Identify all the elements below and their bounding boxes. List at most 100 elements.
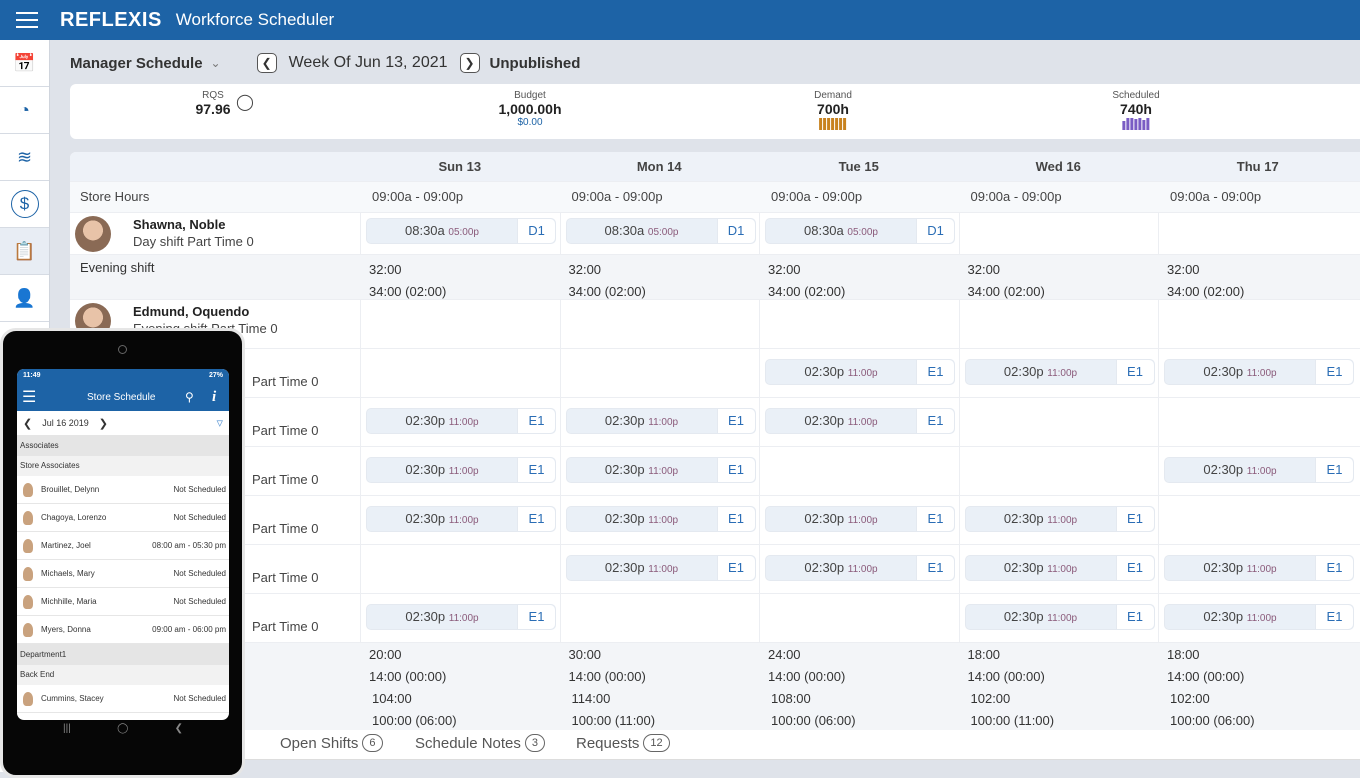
sidebar-item-calendar[interactable]: 📅 <box>0 40 49 87</box>
sidebar-item-line-chart[interactable]: ≋ <box>0 134 49 181</box>
schedule-cell[interactable] <box>958 300 1159 348</box>
phone-associate-row[interactable]: Martinez, Joel 08:00 am - 05:30 pm <box>17 532 229 560</box>
shift-block[interactable]: 08:30a 05:00p D1 <box>765 218 955 244</box>
employee-name[interactable]: Shawna, Noble <box>133 217 226 232</box>
day-header[interactable]: Tue 15 <box>838 159 879 174</box>
phone-associate-row[interactable]: Chagoya, Lorenzo Not Scheduled <box>17 504 229 532</box>
tab-requests[interactable]: Requests 12 <box>576 734 670 752</box>
schedule-cell[interactable]: 02:30p 11:00p E1 <box>1158 349 1358 397</box>
schedule-cell[interactable]: 02:30p 11:00p E1 <box>360 447 560 495</box>
shift-block[interactable]: 02:30p 11:00p E1 <box>765 506 955 532</box>
employee-info[interactable]: Part Time 0 <box>70 349 360 397</box>
shift-block[interactable]: 08:30a 05:00p D1 <box>565 218 756 244</box>
schedule-cell[interactable] <box>958 447 1159 495</box>
schedule-cell[interactable] <box>1158 213 1358 254</box>
home-icon[interactable]: ◯ <box>117 723 129 734</box>
shift-block[interactable]: 02:30p 11:00p E1 <box>1164 555 1354 581</box>
employee-info[interactable]: Part Time 0 <box>70 398 360 446</box>
schedule-cell[interactable]: 02:30p 11:00p E1 <box>958 349 1159 397</box>
phone-next-icon[interactable]: ❯ <box>98 417 108 430</box>
employee-info[interactable]: Part Time 0 <box>70 447 360 495</box>
schedule-cell[interactable]: 02:30p 11:00p E1 <box>559 496 760 544</box>
shift-block[interactable]: 02:30p 11:00p E1 <box>1164 604 1354 630</box>
sidebar-item-clipboard[interactable]: 📋 <box>0 228 49 275</box>
schedule-cell[interactable] <box>559 594 760 642</box>
shift-block[interactable]: 02:30p 11:00p E1 <box>565 506 756 532</box>
shift-block[interactable]: 02:30p 11:00p E1 <box>366 604 556 630</box>
prev-week-button[interactable]: ❮ <box>256 53 277 73</box>
sidebar-item-pie-chart[interactable]: ◔ <box>0 87 49 134</box>
schedule-cell[interactable]: 02:30p 11:00p E1 <box>360 594 560 642</box>
schedule-cell[interactable]: 08:30a 05:00p D1 <box>759 213 959 254</box>
day-header[interactable]: Thu 17 <box>1236 159 1279 174</box>
schedule-cell[interactable]: 02:30p 11:00p E1 <box>759 398 959 446</box>
menu-icon[interactable] <box>16 12 38 28</box>
schedule-cell[interactable]: 02:30p 11:00p E1 <box>360 398 560 446</box>
next-week-button[interactable]: ❯ <box>459 53 480 73</box>
schedule-cell[interactable] <box>1158 398 1358 446</box>
shift-block[interactable]: 02:30p 11:00p E1 <box>366 408 556 434</box>
employee-name[interactable]: Edmund, Oquendo <box>133 304 250 319</box>
phone-associate-row[interactable]: Brouillet, Delynn Not Scheduled <box>17 476 229 504</box>
shift-block[interactable]: 02:30p 11:00p E1 <box>1164 457 1354 483</box>
phone-prev-icon[interactable]: ❮ <box>23 417 33 430</box>
schedule-cell[interactable] <box>559 349 760 397</box>
shift-block[interactable]: 02:30p 11:00p E1 <box>1164 359 1354 385</box>
schedule-cell[interactable] <box>360 545 560 593</box>
phone-associate-row[interactable]: Cummins, Stacey Not Scheduled <box>17 685 229 713</box>
shift-block[interactable]: 02:30p 11:00p E1 <box>964 359 1155 385</box>
schedule-cell[interactable] <box>759 594 959 642</box>
tab-schedule-notes[interactable]: Schedule Notes 3 <box>415 734 546 752</box>
chevron-down-icon[interactable]: ⌄ <box>210 56 221 70</box>
shift-block[interactable]: 02:30p 11:00p E1 <box>964 555 1155 581</box>
phone-search-icon[interactable]: ⚲ <box>185 390 194 404</box>
phone-menu-icon[interactable]: ☰ <box>22 389 37 406</box>
phone-associate-row[interactable]: Michaels, Mary Not Scheduled <box>17 560 229 588</box>
schedule-cell[interactable]: 02:30p 11:00p E1 <box>759 349 959 397</box>
schedule-cell[interactable] <box>958 398 1159 446</box>
schedule-cell[interactable]: 02:30p 11:00p E1 <box>1158 447 1358 495</box>
recent-apps-icon[interactable]: ||| <box>63 723 71 734</box>
schedule-cell[interactable]: 02:30p 11:00p E1 <box>958 545 1159 593</box>
shift-block[interactable]: 08:30a 05:00p D1 <box>366 218 556 244</box>
day-header[interactable]: Mon 14 <box>636 159 682 174</box>
schedule-cell[interactable] <box>1158 300 1358 348</box>
employee-info[interactable]: Part Time 0 <box>70 545 360 593</box>
shift-block[interactable]: 02:30p 11:00p E1 <box>765 408 955 434</box>
schedule-cell[interactable]: 02:30p 11:00p E1 <box>1158 545 1358 593</box>
day-header[interactable]: Sun 13 <box>438 159 482 174</box>
day-header[interactable]: Wed 16 <box>1035 159 1081 174</box>
shift-block[interactable]: 02:30p 11:00p E1 <box>964 506 1155 532</box>
shift-block[interactable]: 02:30p 11:00p E1 <box>765 359 955 385</box>
schedule-cell[interactable] <box>559 300 760 348</box>
schedule-cell[interactable]: 08:30a 05:00p D1 <box>360 213 560 254</box>
employee-info[interactable]: Part Time 0 <box>70 496 360 544</box>
phone-filter-icon[interactable]: ▿ <box>216 415 223 430</box>
schedule-cell[interactable]: 02:30p 11:00p E1 <box>559 545 760 593</box>
employee-info[interactable]: Shawna, Noble Day shift Part Time 0 <box>70 213 360 254</box>
lightbulb-icon[interactable]: ◯ <box>236 94 254 111</box>
schedule-cell[interactable]: 02:30p 11:00p E1 <box>759 496 959 544</box>
phone-info-icon[interactable]: i <box>212 388 217 405</box>
back-icon[interactable]: ❮ <box>174 723 183 734</box>
shift-block[interactable]: 02:30p 11:00p E1 <box>366 506 556 532</box>
shift-block[interactable]: 02:30p 11:00p E1 <box>565 408 756 434</box>
schedule-cell[interactable] <box>360 349 560 397</box>
schedule-cell[interactable]: 02:30p 11:00p E1 <box>360 496 560 544</box>
schedule-cell[interactable] <box>759 300 959 348</box>
shift-block[interactable]: 02:30p 11:00p E1 <box>964 604 1155 630</box>
shift-block[interactable]: 02:30p 11:00p E1 <box>765 555 955 581</box>
schedule-cell[interactable] <box>958 213 1159 254</box>
schedule-cell[interactable]: 08:30a 05:00p D1 <box>559 213 760 254</box>
schedule-cell[interactable] <box>1158 496 1358 544</box>
schedule-cell[interactable] <box>360 300 560 348</box>
schedule-cell[interactable]: 02:30p 11:00p E1 <box>559 447 760 495</box>
shift-block[interactable]: 02:30p 11:00p E1 <box>565 457 756 483</box>
schedule-cell[interactable] <box>759 447 959 495</box>
schedule-cell[interactable]: 02:30p 11:00p E1 <box>1158 594 1358 642</box>
shift-block[interactable]: 02:30p 11:00p E1 <box>565 555 756 581</box>
sidebar-item-dollar[interactable]: $ <box>0 181 49 228</box>
phone-associate-row[interactable]: Michhille, Maria Not Scheduled <box>17 588 229 616</box>
sidebar-item-add-user[interactable]: 👤 <box>0 275 49 322</box>
employee-info[interactable]: Part Time 0 <box>70 594 360 642</box>
